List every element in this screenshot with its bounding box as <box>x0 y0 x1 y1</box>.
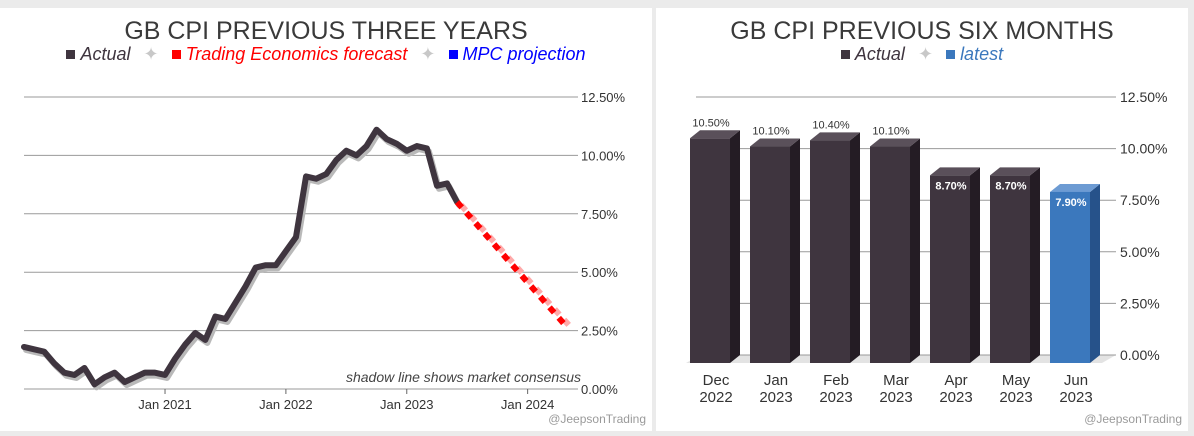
y-tick-label: 2.50% <box>581 324 618 339</box>
bar <box>990 167 1040 363</box>
y-tick-label: 0.00% <box>1120 347 1160 363</box>
y-tick-label: 0.00% <box>581 382 618 397</box>
legend-label: MPC projection <box>462 44 586 64</box>
bar <box>750 138 800 363</box>
legend-separator-icon: ✦ <box>143 44 159 64</box>
chart-title: GB CPI PREVIOUS SIX MONTHS <box>730 17 1114 45</box>
line-chart-plot: 12.50% 10.00% 7.50% 5.00% 2.50% 0.00% Jan 2021… <box>21 90 626 412</box>
legend-label: Actual <box>854 44 905 64</box>
x-tick-label-year: 2023 <box>999 389 1032 406</box>
x-tick-label: Feb <box>823 372 849 389</box>
chart-legend: Actual ✦ Trading Economics forecast ✦ MP… <box>0 44 652 65</box>
legend-item-forecast: Trading Economics forecast <box>167 44 413 64</box>
bar-top <box>930 167 980 176</box>
legend-swatch <box>66 50 76 59</box>
bar-chart-plot: 12.50% 10.00% 7.50% 5.00% 2.50% 0.00% 10.50% De… <box>686 89 1167 406</box>
bar-side <box>850 132 860 363</box>
bar-side <box>970 167 980 363</box>
legend-label: Trading Economics forecast <box>185 44 408 64</box>
y-tick-label: 5.00% <box>581 265 618 280</box>
x-tick-label: Jan 2021 <box>138 397 192 412</box>
bar <box>930 167 980 363</box>
legend-swatch <box>840 50 850 59</box>
y-tick-label: 10.00% <box>581 148 626 163</box>
data-label: 8.70% <box>935 180 966 192</box>
bar <box>810 132 860 363</box>
watermark: @JeepsonTrading <box>1084 412 1182 426</box>
bar-side <box>790 138 800 363</box>
legend-separator-icon: ✦ <box>420 44 436 64</box>
data-label: 10.50% <box>692 117 730 129</box>
legend-swatch <box>946 50 956 59</box>
legend-item-actual: Actual <box>840 44 910 64</box>
data-label: 7.90% <box>1055 197 1086 209</box>
x-tick-label-year: 2023 <box>759 389 792 406</box>
bar-front <box>930 175 970 363</box>
bar-front <box>750 146 790 363</box>
bar <box>690 130 740 363</box>
x-tick-label: Jan 2024 <box>501 397 555 412</box>
x-tick-label: Jun <box>1064 372 1088 389</box>
y-tick-label: 2.50% <box>1120 295 1160 311</box>
bar-side <box>1090 183 1100 363</box>
bar-top <box>870 138 920 147</box>
x-tick-label: Jan 2022 <box>259 397 313 412</box>
chart-legend: Actual ✦ latest <box>656 44 1188 65</box>
three-year-chart-panel: GB CPI PREVIOUS THREE YEARS Actual ✦ Tra… <box>0 8 652 431</box>
data-label: 10.10% <box>752 126 790 138</box>
x-tick-label-year: 2023 <box>879 389 912 406</box>
legend-swatch <box>448 50 458 59</box>
data-label: 10.10% <box>872 126 910 138</box>
y-tick-label: 7.50% <box>581 207 618 222</box>
bar-front <box>870 146 910 363</box>
x-tick-label-year: 2023 <box>819 389 852 406</box>
consensus-shadow-line <box>23 129 463 391</box>
y-tick-label: 12.50% <box>1120 89 1167 105</box>
bar-front <box>810 140 850 363</box>
x-tick-label-year: 2023 <box>1059 389 1092 406</box>
legend-item-actual: Actual <box>66 44 135 64</box>
legend-separator-icon: ✦ <box>917 44 934 64</box>
bar-side <box>1030 167 1040 363</box>
bar-top <box>690 130 740 139</box>
y-tick-label: 12.50% <box>581 90 626 105</box>
legend-item-mpc: MPC projection <box>443 44 586 64</box>
x-tick-label: Jan 2023 <box>380 397 434 412</box>
bar-latest <box>1050 183 1100 363</box>
x-tick-label: May <box>1002 372 1031 389</box>
bar-side <box>730 130 740 363</box>
bar-top <box>810 132 860 141</box>
y-tick-label: 5.00% <box>1120 244 1160 260</box>
bar-front <box>990 175 1030 363</box>
watermark: @JeepsonTrading <box>548 412 646 426</box>
bar-top <box>750 138 800 147</box>
actual-series-line <box>21 126 461 388</box>
legend-label: Actual <box>80 44 131 64</box>
y-tick-label: 10.00% <box>1120 141 1167 157</box>
chart-title: GB CPI PREVIOUS THREE YEARS <box>124 17 528 45</box>
legend-swatch <box>171 50 181 59</box>
bar-top <box>990 167 1040 176</box>
x-tick-label: Apr <box>944 372 967 389</box>
x-tick-label: Jan <box>764 372 788 389</box>
six-month-chart-panel: GB CPI PREVIOUS SIX MONTHS Actual ✦ late… <box>656 8 1188 431</box>
forecast-series-line <box>454 200 571 331</box>
x-tick-label: Mar <box>883 372 909 389</box>
x-tick-label: Dec <box>703 372 730 389</box>
bar <box>870 138 920 363</box>
legend-label: latest <box>960 44 1004 64</box>
bar-top <box>1050 183 1100 192</box>
chart-annotation: shadow line shows market consensus <box>346 369 581 385</box>
y-tick-label: 7.50% <box>1120 192 1160 208</box>
bar-front <box>690 138 730 363</box>
x-tick-label-year: 2023 <box>939 389 972 406</box>
legend-item-latest: latest <box>941 44 1003 64</box>
bar-side <box>910 138 920 363</box>
data-label: 8.70% <box>995 180 1026 192</box>
x-tick-label-year: 2022 <box>699 389 732 406</box>
data-label: 10.40% <box>812 119 850 131</box>
bar-front <box>1050 191 1090 363</box>
